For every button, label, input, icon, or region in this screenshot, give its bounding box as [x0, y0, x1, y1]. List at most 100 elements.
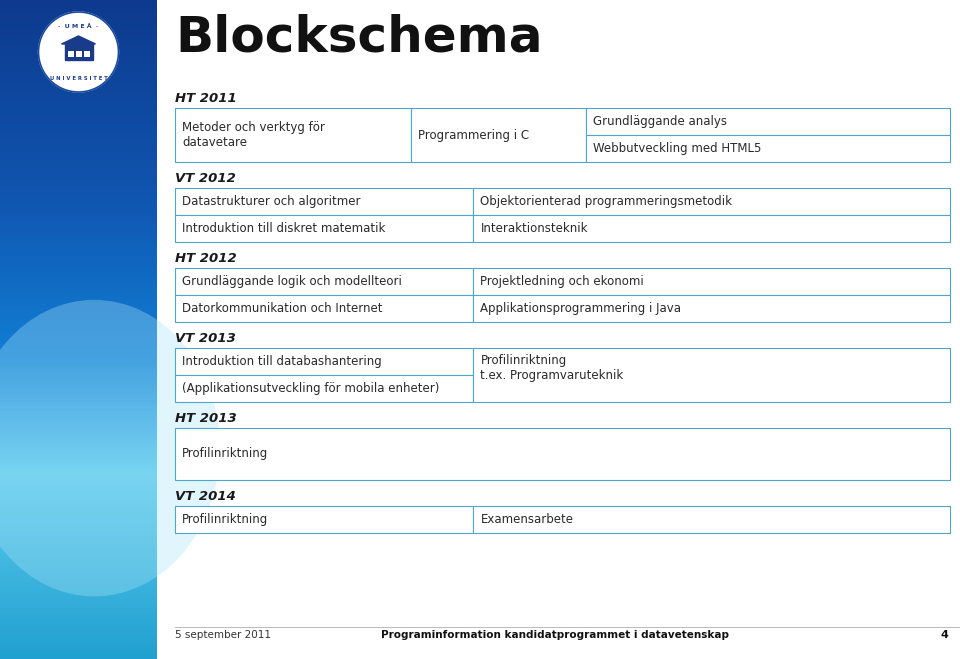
Bar — [0, 598, 157, 602]
Bar — [0, 623, 157, 626]
Bar — [0, 629, 157, 633]
Bar — [175, 375, 473, 402]
Bar — [0, 451, 157, 455]
Text: (Applikationsutveckling för mobila enheter): (Applikationsutveckling för mobila enhet… — [182, 382, 440, 395]
Bar — [0, 631, 157, 635]
Bar — [0, 109, 157, 112]
Bar — [0, 30, 157, 33]
Bar — [0, 557, 157, 560]
Bar — [0, 416, 157, 420]
Bar — [0, 645, 157, 648]
Bar — [0, 239, 157, 242]
Text: Interaktionsteknik: Interaktionsteknik — [480, 222, 588, 235]
Bar — [0, 432, 157, 435]
Bar — [0, 113, 157, 117]
Bar — [0, 10, 157, 13]
Bar — [0, 146, 157, 150]
Bar — [473, 268, 950, 295]
Bar — [0, 526, 157, 529]
Bar — [0, 467, 157, 470]
Bar — [175, 506, 473, 533]
Bar — [0, 203, 157, 206]
Bar — [0, 159, 157, 163]
Bar — [0, 529, 157, 532]
Bar — [0, 157, 157, 160]
Bar — [0, 236, 157, 239]
Bar — [0, 377, 157, 380]
Bar — [473, 348, 950, 402]
Text: Introduktion till diskret matematik: Introduktion till diskret matematik — [182, 222, 385, 235]
Bar — [0, 258, 157, 262]
Bar — [0, 438, 157, 442]
Bar — [0, 410, 157, 413]
Bar — [0, 247, 157, 250]
Bar — [0, 506, 157, 509]
Bar — [0, 509, 157, 512]
Bar — [0, 76, 157, 79]
Bar — [0, 298, 157, 301]
Bar — [0, 144, 157, 147]
Text: Programinformation kandidatprogrammet i datavetenskap: Programinformation kandidatprogrammet i … — [381, 630, 729, 640]
Bar — [0, 627, 157, 631]
Bar — [0, 465, 157, 468]
Bar — [0, 357, 157, 360]
Bar — [0, 124, 157, 127]
Bar — [0, 341, 157, 345]
Bar — [0, 379, 157, 382]
Bar — [0, 496, 157, 499]
Text: Introduktion till databashantering: Introduktion till databashantering — [182, 355, 382, 368]
Bar — [175, 108, 412, 162]
Bar — [0, 91, 157, 94]
Bar — [0, 445, 157, 448]
Bar — [0, 480, 157, 483]
Bar — [0, 32, 157, 35]
Bar — [0, 94, 157, 97]
Bar — [0, 98, 157, 101]
Bar — [0, 579, 157, 582]
Bar — [0, 14, 157, 18]
Bar — [0, 643, 157, 646]
Bar — [0, 359, 157, 362]
Bar — [0, 186, 157, 189]
Bar — [0, 550, 157, 554]
Bar — [0, 130, 157, 134]
Text: HT 2013: HT 2013 — [175, 411, 237, 424]
Bar — [0, 636, 157, 639]
Bar — [0, 265, 157, 268]
Bar — [0, 440, 157, 444]
Bar — [0, 252, 157, 255]
Text: Blockschema: Blockschema — [175, 14, 542, 62]
Bar — [0, 654, 157, 657]
Bar — [84, 51, 89, 57]
Bar — [0, 616, 157, 619]
Bar — [0, 548, 157, 552]
Bar — [175, 268, 473, 295]
Bar — [0, 210, 157, 213]
Bar — [0, 311, 157, 314]
Text: VT 2013: VT 2013 — [175, 331, 236, 345]
Bar — [0, 372, 157, 376]
Bar — [0, 561, 157, 565]
Bar — [0, 107, 157, 110]
Bar — [0, 223, 157, 226]
Bar — [0, 405, 157, 409]
Bar — [0, 65, 157, 68]
Bar — [0, 420, 157, 424]
Bar — [0, 96, 157, 99]
Bar — [0, 63, 157, 66]
Bar — [0, 366, 157, 369]
Bar — [412, 108, 586, 162]
Bar — [0, 530, 157, 534]
Bar — [0, 267, 157, 270]
Bar — [0, 18, 157, 22]
Bar — [0, 190, 157, 193]
Bar — [0, 610, 157, 613]
Text: U N I V E R S I T E T: U N I V E R S I T E T — [50, 76, 108, 82]
Bar — [0, 142, 157, 145]
Bar — [0, 127, 157, 130]
Bar — [0, 326, 157, 330]
Bar — [0, 436, 157, 440]
Bar — [0, 71, 157, 74]
Bar — [0, 82, 157, 86]
Bar — [0, 407, 157, 411]
